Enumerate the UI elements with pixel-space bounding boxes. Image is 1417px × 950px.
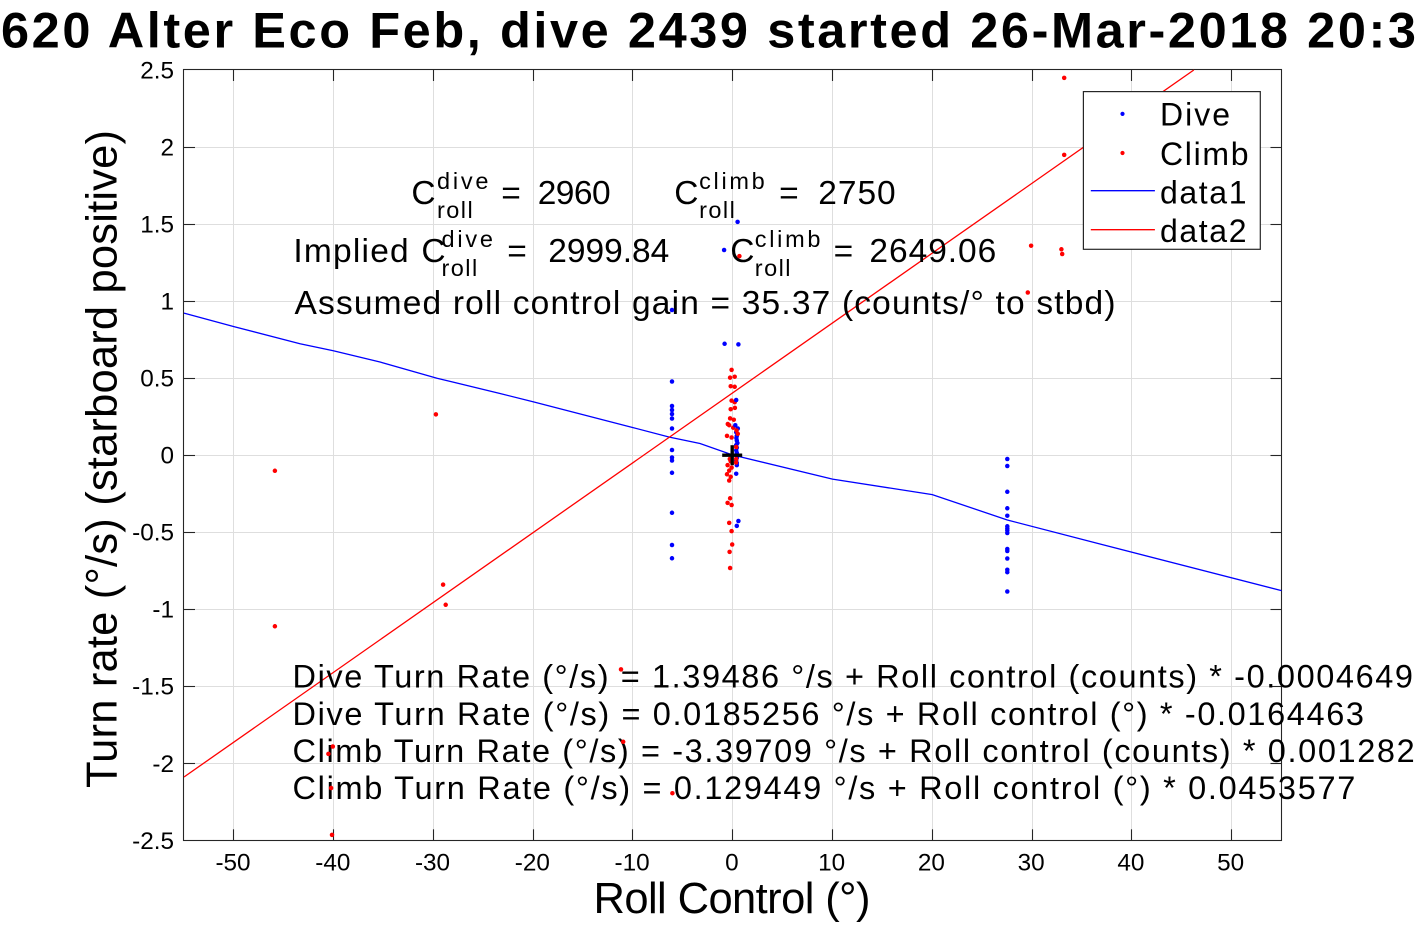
svg-text:Climb: Climb [1160,136,1249,172]
svg-text:Climb Turn Rate (°/s) = 0.1294: Climb Turn Rate (°/s) = 0.129449 °/s + R… [293,770,1356,806]
svg-text:Implied: Implied [293,233,408,270]
svg-text:1: 1 [160,289,174,316]
svg-text:roll: roll [442,255,478,281]
svg-text:-1: -1 [152,597,174,624]
svg-text:C: C [730,233,754,270]
svg-text:30: 30 [1018,850,1045,877]
svg-text:Dive: Dive [1160,97,1230,133]
svg-text:climb: climb [755,226,821,252]
svg-text:C: C [674,175,698,212]
svg-text:roll: roll [699,197,735,223]
svg-text:0: 0 [160,443,174,470]
svg-text:-50: -50 [215,850,250,877]
svg-text:2: 2 [160,135,174,162]
svg-text:roll: roll [437,197,473,223]
svg-text:=: = [501,175,521,212]
svg-text:2.5: 2.5 [140,58,174,85]
svg-text:Dive Turn Rate (°/s) = 0.01852: Dive Turn Rate (°/s) = 0.0185256 °/s + R… [293,696,1365,732]
svg-text:40: 40 [1117,850,1144,877]
svg-text:-2: -2 [152,751,174,778]
svg-text:data1: data1 [1160,174,1247,210]
svg-text:C: C [411,175,435,212]
svg-text:-10: -10 [615,850,650,877]
svg-text:50: 50 [1217,850,1244,877]
svg-text:Assumed roll control gain = 35: Assumed roll control gain = 35.37 (count… [295,285,1116,322]
svg-text:=: = [834,233,854,270]
svg-text:2960: 2960 [538,175,611,212]
svg-text:2649.06: 2649.06 [869,233,996,270]
svg-text:-40: -40 [315,850,350,877]
svg-text:-1.5: -1.5 [132,674,174,701]
svg-text:Dive Turn Rate (°/s) = 1.39486: Dive Turn Rate (°/s) = 1.39486 °/s + Rol… [293,659,1414,695]
svg-text:data2: data2 [1160,213,1247,249]
svg-text:-20: -20 [515,850,550,877]
svg-text:C: C [421,233,445,270]
svg-text:=: = [507,233,527,270]
svg-text:0: 0 [725,850,739,877]
svg-text:dive: dive [437,168,488,194]
svg-text:20: 20 [918,850,945,877]
svg-text:-30: -30 [415,850,450,877]
svg-text:Turn rate (°/s) (starboard pos: Turn rate (°/s) (starboard positive) [78,130,126,788]
svg-text:=: = [779,175,799,212]
svg-text:-2.5: -2.5 [132,828,174,855]
svg-text:roll: roll [755,255,791,281]
svg-text:10: 10 [818,850,845,877]
svg-text:2999.84: 2999.84 [548,233,669,270]
svg-text:0.5: 0.5 [140,366,174,393]
svg-text:Roll Control (°): Roll Control (°) [594,875,871,923]
svg-text:-0.5: -0.5 [132,520,174,547]
svg-text:2750: 2750 [818,175,896,212]
svg-text:620 Alter Eco Feb, dive 2439 s: 620 Alter Eco Feb, dive 2439 started 26-… [1,2,1416,59]
svg-text:1.5: 1.5 [140,212,174,239]
svg-text:dive: dive [442,226,493,252]
svg-text:Climb Turn Rate (°/s) = -3.397: Climb Turn Rate (°/s) = -3.39709 °/s + R… [293,733,1415,769]
svg-text:climb: climb [699,168,765,194]
